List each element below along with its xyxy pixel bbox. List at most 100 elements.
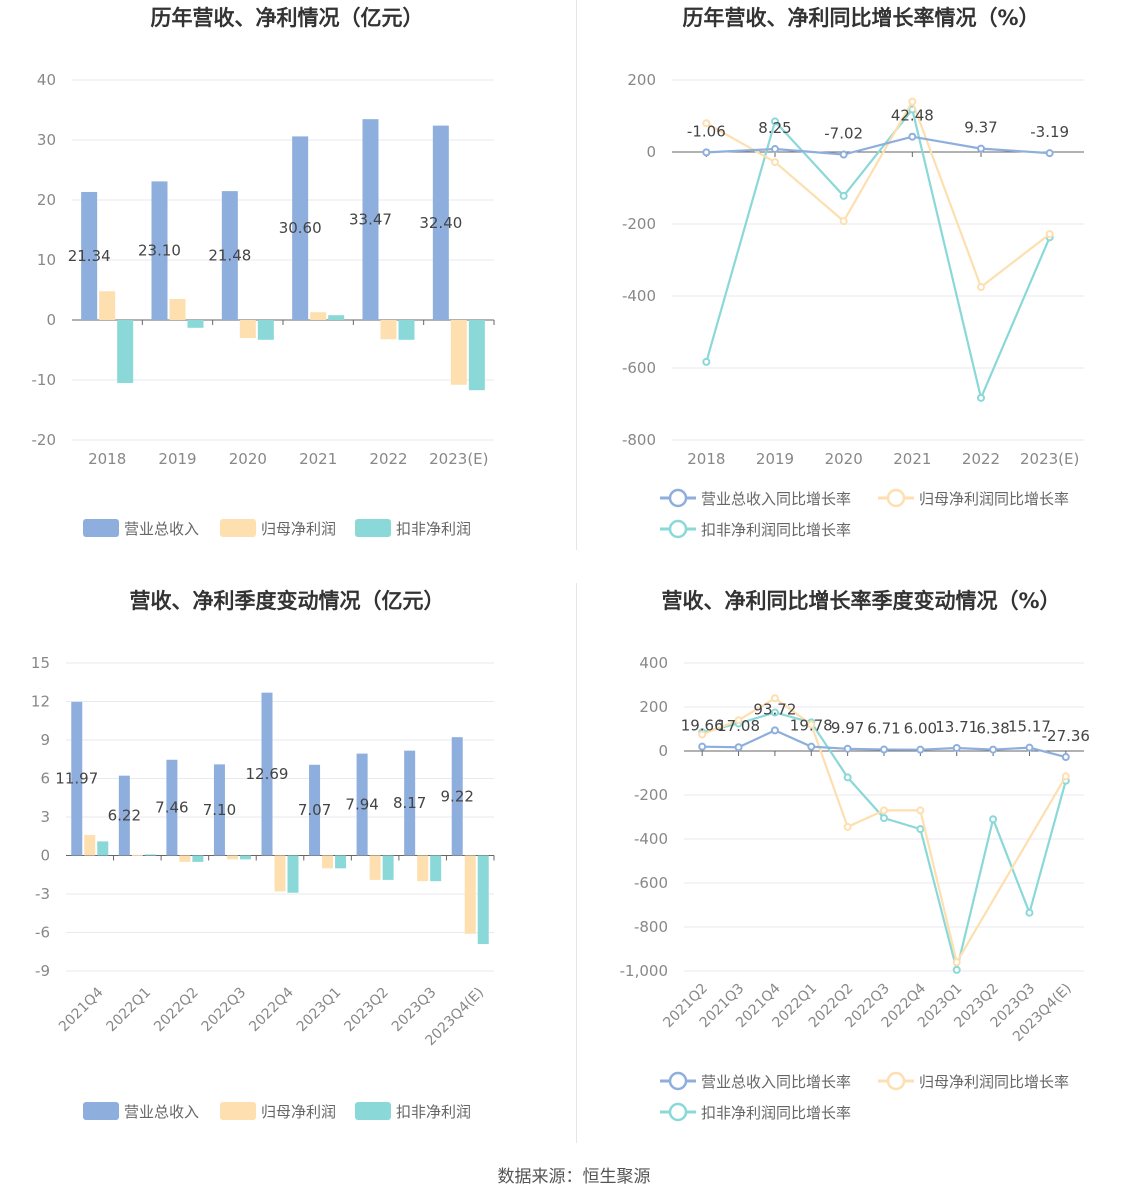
data-label: 93.72 [753,700,796,718]
data-label: 6.00 [904,720,937,738]
bar [380,320,397,340]
y-tick-label: 200 [627,71,656,89]
legend-label: 营业总收入同比增长率 [701,1073,851,1091]
bar [451,737,463,856]
legend-label: 扣非净利润同比增长率 [701,521,851,539]
x-tick-label: 2023Q2 [341,985,392,1036]
bar [99,291,116,320]
bar [179,855,191,862]
data-point [839,217,848,226]
bar [221,191,238,320]
data-label: 19.66 [681,717,724,735]
data-label: 12.69 [246,765,289,783]
legend-swatch [220,1102,256,1120]
legend-label: 归母净利润 [261,1103,336,1121]
data-point [839,191,848,200]
y-tick-label: -800 [634,918,668,936]
data-label: -3.19 [1030,123,1069,141]
x-tick-label: 2020 [229,450,267,468]
x-tick-label: 2019 [158,450,196,468]
data-point [770,708,779,717]
data-label: -1.06 [687,122,726,140]
data-point [698,742,707,751]
legend-swatch [355,1102,391,1120]
data-label: 30.60 [279,219,322,237]
data-label: -7.02 [824,125,863,143]
data-point [698,730,707,739]
bar [166,759,178,856]
x-tick-label: 2023Q1 [294,985,345,1036]
y-tick-label: 30 [37,131,56,149]
legend-label: 营业总收入 [124,1103,199,1121]
data-label: 7.10 [203,801,236,819]
legend-marker [886,1071,906,1091]
x-tick-label: 2019 [756,450,794,468]
data-point [1061,772,1070,781]
data-point [908,132,917,141]
legend-label: 营业总收入 [124,520,199,538]
y-tick-label: 400 [639,654,668,672]
annual-line-chart-svg: -800 -600 -400 -200 0 200 2018 2019 2020 2021 2022… [622,71,1084,539]
annual-growth-rate-chart: 历年营收、净利同比增长率情况（%） -800 -600 -400 -200 0 200 20… [574,0,1148,580]
data-label: 19.78 [790,717,833,735]
bar [356,753,368,856]
y-tick-label: -600 [622,359,656,377]
bar [274,855,286,892]
data-point [880,814,888,823]
data-point [734,743,743,752]
data-point [843,744,852,753]
quarterly-revenue-profit-chart: 营收、净利季度变动情况（亿元） -9 -6 -3 0 3 6 9 12 15 11.97 2021Q… [0,583,574,1163]
x-tick-label: 2018 [687,450,725,468]
bar [257,320,274,340]
data-point [916,825,925,834]
y-tick-label: -6 [35,924,50,942]
data-point [977,393,985,402]
data-label: 8.17 [393,794,426,812]
bar [97,841,109,856]
x-tick-label: 2022Q2 [151,985,202,1036]
y-tick-label: -1,000 [620,962,668,980]
x-tick-label: 2021Q4 [56,984,107,1035]
bar [292,136,309,320]
data-label: 9.37 [964,119,997,137]
data-point [771,145,779,154]
data-point [702,148,711,157]
data-label: 17.08 [717,717,760,735]
legend-label: 归母净利润 [261,520,336,538]
data-label: 21.48 [208,247,251,265]
data-point [977,283,985,291]
bar [117,320,134,383]
bar [450,320,467,385]
chart-title: 营收、净利同比增长率季度变动情况（%） [661,589,1061,613]
bar [239,320,256,338]
data-label: 8.25 [758,119,791,137]
bar [287,855,299,893]
y-tick-label: -10 [32,371,57,389]
data-point [702,357,711,366]
data-point [807,742,816,751]
data-point [1045,230,1054,239]
bar [477,855,489,945]
bar [226,855,238,860]
data-label: 7.46 [155,799,188,817]
legend-swatch [220,519,256,537]
y-tick-label: -800 [622,431,656,449]
data-point [989,815,998,824]
bar [335,855,347,869]
legend-label: 归母净利润同比增长率 [919,1073,1069,1091]
bar [169,299,186,320]
x-tick-label: 2022 [962,450,1000,468]
y-tick-label: 12 [31,693,50,711]
y-tick-label: -20 [32,431,57,449]
chart-title: 营收、净利季度变动情况（亿元） [129,589,445,613]
bar [362,119,379,321]
x-tick-label: 2022 [369,450,407,468]
data-point [771,117,779,126]
y-tick-label: 3 [40,808,50,826]
bar [398,320,415,340]
data-point [843,822,852,831]
legend-label: 扣非净利润同比增长率 [701,1104,851,1122]
series-line [705,107,1051,402]
data-point [952,743,961,752]
data-label: 15.17 [1008,718,1051,736]
